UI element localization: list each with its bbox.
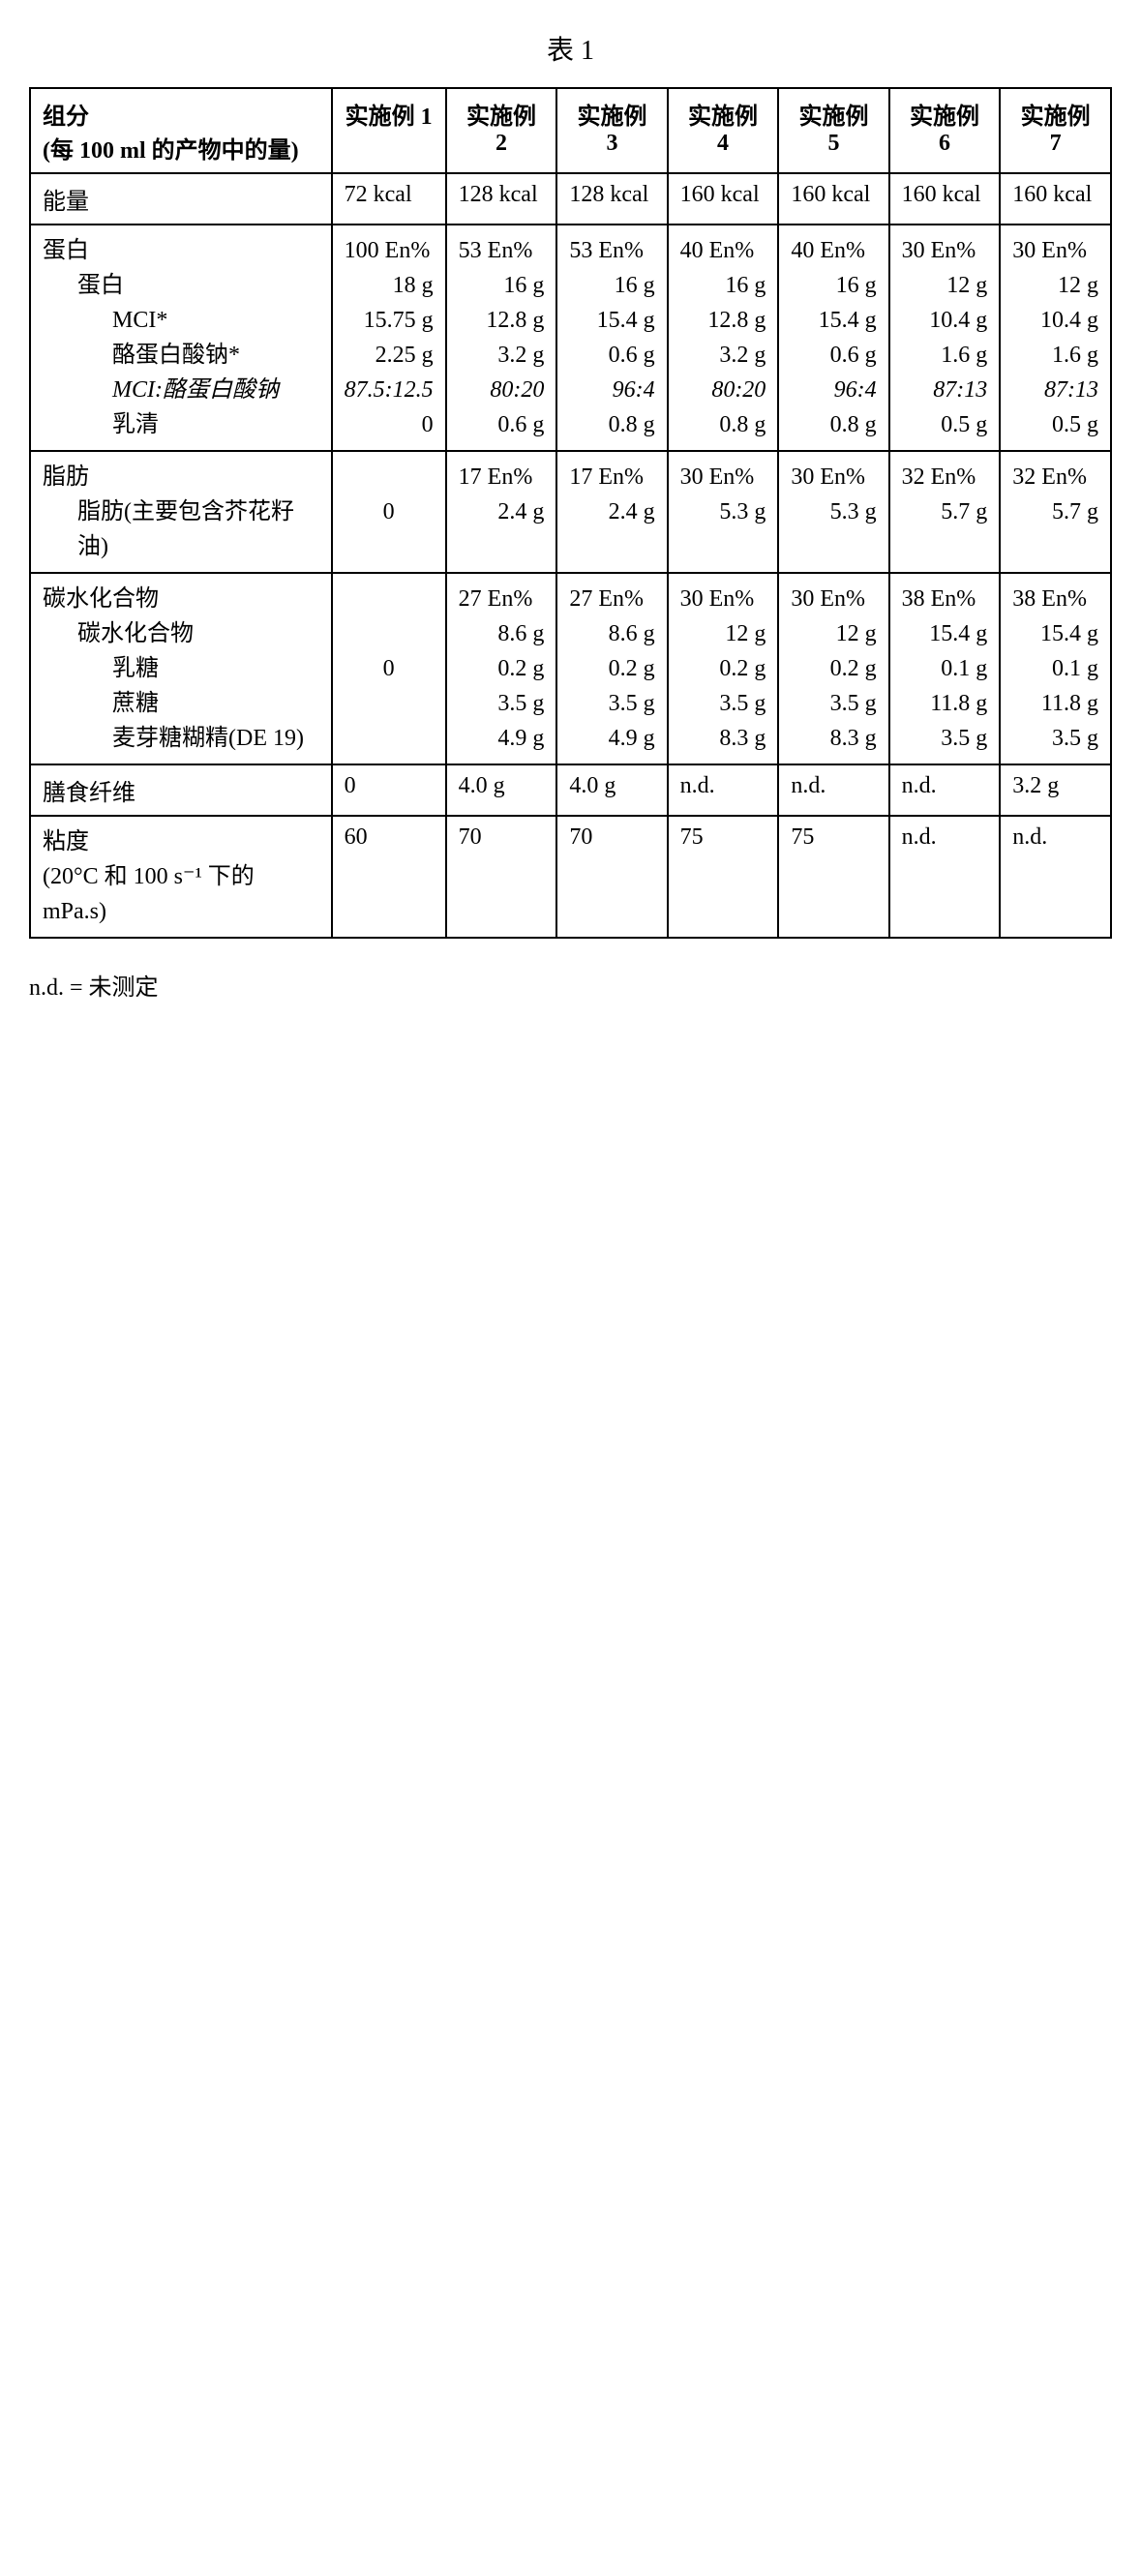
cell: 30 En% 5.3 g: [668, 451, 779, 573]
table-title: 表 1: [29, 29, 1112, 68]
cell: 75: [778, 816, 888, 938]
data-table: 组分 (每 100 ml 的产物中的量) 实施例 1 实施例 2 实施例 3 实…: [29, 87, 1112, 939]
cell: 0: [332, 764, 446, 816]
cell: 75: [668, 816, 779, 938]
cell: 32 En% 5.7 g: [889, 451, 1001, 573]
cell: 0: [332, 451, 446, 573]
cell: 3.2 g: [1000, 764, 1111, 816]
label-fiber: 膳食纤维: [30, 764, 332, 816]
cell: 17 En% 2.4 g: [556, 451, 667, 573]
cell: 160 kcal: [668, 173, 779, 225]
row-carb: 碳水化合物 碳水化合物 乳糖 蔗糖 麦芽糖糊精(DE 19) 0 27 En% …: [30, 573, 1111, 764]
cell: 128 kcal: [556, 173, 667, 225]
header-component: 组分 (每 100 ml 的产物中的量): [30, 88, 332, 173]
header-col-7: 实施例 7: [1000, 88, 1111, 173]
label-energy: 能量: [30, 173, 332, 225]
row-energy: 能量 72 kcal 128 kcal 128 kcal 160 kcal 16…: [30, 173, 1111, 225]
cell: 27 En% 8.6 g 0.2 g 3.5 g 4.9 g: [556, 573, 667, 764]
cell: 30 En% 12 g 10.4 g 1.6 g 87:13 0.5 g: [1000, 225, 1111, 451]
cell: 70: [556, 816, 667, 938]
header-col-6: 实施例 6: [889, 88, 1001, 173]
label-protein: 蛋白 蛋白 MCI* 酪蛋白酸钠* MCI:酪蛋白酸钠 乳清: [30, 225, 332, 451]
header-col-1: 实施例 1: [332, 88, 446, 173]
cell: 70: [446, 816, 557, 938]
row-fat: 脂肪 脂肪(主要包含芥花籽油) 0 17 En% 2.4 g 17 En% 2.…: [30, 451, 1111, 573]
label-viscosity: 粘度 (20°C 和 100 s⁻¹ 下的 mPa.s): [30, 816, 332, 938]
cell: 160 kcal: [1000, 173, 1111, 225]
cell: n.d.: [778, 764, 888, 816]
cell: 100 En% 18 g 15.75 g 2.25 g 87.5:12.5 0: [332, 225, 446, 451]
cell: 60: [332, 816, 446, 938]
header-col-4: 实施例 4: [668, 88, 779, 173]
header-col-2: 实施例 2: [446, 88, 557, 173]
header-row: 组分 (每 100 ml 的产物中的量) 实施例 1 实施例 2 实施例 3 实…: [30, 88, 1111, 173]
cell: 53 En% 16 g 12.8 g 3.2 g 80:20 0.6 g: [446, 225, 557, 451]
cell: 160 kcal: [778, 173, 888, 225]
cell: 72 kcal: [332, 173, 446, 225]
cell: n.d.: [889, 764, 1001, 816]
cell: 4.0 g: [556, 764, 667, 816]
cell: n.d.: [1000, 816, 1111, 938]
cell: 128 kcal: [446, 173, 557, 225]
row-fiber: 膳食纤维 0 4.0 g 4.0 g n.d. n.d. n.d. 3.2 g: [30, 764, 1111, 816]
cell: n.d.: [889, 816, 1001, 938]
cell: 40 En% 16 g 15.4 g 0.6 g 96:4 0.8 g: [778, 225, 888, 451]
cell: 30 En% 12 g 0.2 g 3.5 g 8.3 g: [778, 573, 888, 764]
cell: 38 En% 15.4 g 0.1 g 11.8 g 3.5 g: [1000, 573, 1111, 764]
footnote: n.d. = 未测定: [29, 968, 1112, 1002]
cell: 30 En% 12 g 10.4 g 1.6 g 87:13 0.5 g: [889, 225, 1001, 451]
cell: 27 En% 8.6 g 0.2 g 3.5 g 4.9 g: [446, 573, 557, 764]
cell: 30 En% 12 g 0.2 g 3.5 g 8.3 g: [668, 573, 779, 764]
row-protein: 蛋白 蛋白 MCI* 酪蛋白酸钠* MCI:酪蛋白酸钠 乳清 100 En% 1…: [30, 225, 1111, 451]
cell: 17 En% 2.4 g: [446, 451, 557, 573]
cell: 4.0 g: [446, 764, 557, 816]
cell: n.d.: [668, 764, 779, 816]
cell: 160 kcal: [889, 173, 1001, 225]
cell: 0: [332, 573, 446, 764]
row-viscosity: 粘度 (20°C 和 100 s⁻¹ 下的 mPa.s) 60 70 70 75…: [30, 816, 1111, 938]
cell: 32 En% 5.7 g: [1000, 451, 1111, 573]
cell: 38 En% 15.4 g 0.1 g 11.8 g 3.5 g: [889, 573, 1001, 764]
header-col-5: 实施例 5: [778, 88, 888, 173]
cell: 40 En% 16 g 12.8 g 3.2 g 80:20 0.8 g: [668, 225, 779, 451]
cell: 53 En% 16 g 15.4 g 0.6 g 96:4 0.8 g: [556, 225, 667, 451]
label-carb: 碳水化合物 碳水化合物 乳糖 蔗糖 麦芽糖糊精(DE 19): [30, 573, 332, 764]
cell: 30 En% 5.3 g: [778, 451, 888, 573]
header-col-3: 实施例 3: [556, 88, 667, 173]
label-fat: 脂肪 脂肪(主要包含芥花籽油): [30, 451, 332, 573]
